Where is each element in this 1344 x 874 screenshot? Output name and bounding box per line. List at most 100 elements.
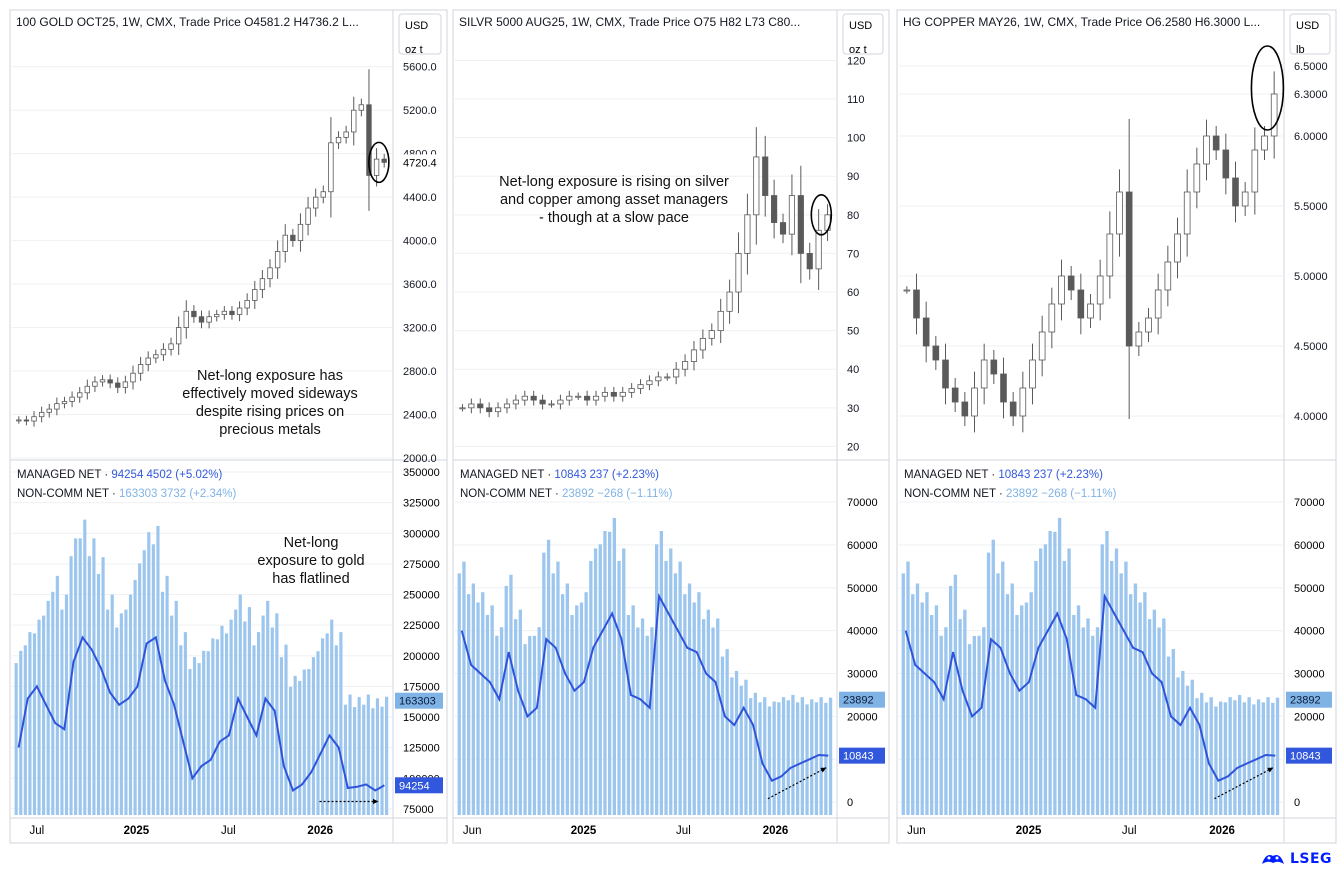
candle-body: [61, 401, 68, 405]
cot-tick-label: 50000: [1294, 583, 1325, 595]
noncomm-bar: [617, 560, 621, 815]
noncomm-bar: [786, 700, 790, 815]
candle-body: [274, 251, 281, 269]
candle-body: [961, 401, 969, 417]
price-tick-label: 4.0000: [1294, 411, 1328, 423]
noncomm-bar: [781, 697, 786, 815]
noncomm-bar: [1048, 530, 1052, 815]
noncomm-bar: [1020, 605, 1024, 815]
candle-body: [592, 395, 600, 401]
candle-body: [1087, 303, 1094, 319]
noncomm-bar: [183, 632, 187, 815]
noncomm-bar: [485, 614, 490, 815]
noncomm-bar: [1166, 656, 1171, 815]
noncomm-bar: [380, 706, 384, 815]
trend-arrow-head: [373, 798, 379, 805]
price-tick-label: 2000.0: [403, 453, 437, 465]
noncomm-bar: [986, 552, 991, 815]
candle-body: [130, 372, 136, 383]
candle-body: [1193, 163, 1201, 193]
candle-body: [459, 407, 466, 410]
candle-body: [137, 364, 144, 374]
noncomm-bar: [1015, 614, 1019, 815]
noncomm-bar: [711, 627, 715, 815]
noncomm-bar: [753, 692, 757, 815]
noncomm-bar: [608, 531, 612, 815]
cot-tick-label: 250000: [403, 590, 440, 602]
cot-tick-label: 40000: [847, 626, 878, 638]
noncomm-bar: [692, 602, 696, 815]
noncomm-bar: [462, 561, 466, 815]
noncomm-bar: [23, 645, 27, 815]
candle-body: [628, 388, 635, 393]
noncomm-bar: [192, 657, 197, 815]
candle-body: [971, 387, 978, 417]
noncomm-bar: [202, 650, 206, 815]
price-annotation: - though at a slow pace: [539, 210, 689, 226]
managed-net-legend: MANAGED NET · 10843 237 (+2.23%): [460, 469, 659, 481]
noncomm-bar: [509, 574, 513, 815]
price-tick-label: 20: [847, 441, 859, 453]
candle-body: [779, 222, 787, 235]
candle-body: [539, 399, 546, 405]
candle-body: [922, 317, 930, 347]
noncomm-bar: [556, 561, 560, 815]
noncomm-bar: [532, 635, 537, 815]
noncomm-bar: [1091, 635, 1095, 815]
currency-label: USD: [1296, 20, 1319, 32]
candle-body: [259, 278, 266, 290]
noncomm-bar: [953, 574, 958, 815]
candle-body: [815, 229, 822, 270]
noncomm-bar: [1043, 544, 1048, 815]
candle-body: [1058, 275, 1065, 305]
candle-body: [1145, 317, 1152, 333]
noncomm-bar: [101, 557, 105, 815]
noncomm-bar: [1138, 602, 1142, 815]
trend-arrow-line: [1214, 767, 1274, 800]
noncomm-bar: [915, 583, 920, 815]
noncomm-bar: [307, 669, 311, 815]
managed-value-tag: [395, 777, 443, 794]
noncomm-bar: [334, 645, 338, 815]
noncomm-bar: [32, 633, 37, 815]
candle-body: [153, 354, 159, 359]
noncomm-bar: [481, 592, 485, 815]
noncomm-bar: [800, 697, 804, 815]
candle-body: [610, 391, 617, 397]
noncomm-bar: [763, 697, 767, 815]
candle-body: [267, 267, 273, 280]
noncomm-bar: [1053, 531, 1057, 815]
currency-label: USD: [405, 20, 428, 32]
candle-body: [664, 376, 671, 379]
noncomm-bar: [128, 594, 133, 815]
candle-body: [990, 359, 998, 375]
managed-net-line: [460, 592, 829, 782]
candle-body: [503, 403, 511, 409]
candle-body: [115, 382, 121, 388]
cot-tick-label: 20000: [847, 711, 878, 723]
noncomm-bar: [96, 573, 101, 815]
price-tick-label: 6.0000: [1294, 131, 1328, 143]
noncomm-bar: [697, 592, 701, 815]
price-tick-label: 110: [847, 94, 865, 106]
noncomm-bar: [972, 635, 976, 815]
candle-body: [788, 195, 795, 235]
noncomm-bar: [1114, 548, 1119, 815]
noncomm-bar: [1204, 702, 1209, 815]
noncomm-bar: [1157, 627, 1161, 815]
cot-annotation: exposure to gold: [257, 553, 364, 569]
noncomm-bar: [362, 704, 366, 815]
noncomm-bar: [211, 638, 215, 815]
price-tick-label: 80: [847, 210, 859, 222]
candle-body: [690, 349, 698, 362]
time-axis-label: 2025: [1016, 825, 1042, 837]
candle-body: [1000, 373, 1007, 403]
noncomm-bar: [1195, 698, 1199, 815]
noncomm-bar: [996, 573, 1000, 815]
noncomm-bar: [147, 532, 151, 815]
noncomm-bar: [476, 602, 480, 815]
candle-body: [806, 253, 813, 270]
noncomm-bar: [165, 575, 169, 815]
noncomm-bar: [565, 583, 569, 815]
noncomm-bar: [939, 635, 943, 815]
